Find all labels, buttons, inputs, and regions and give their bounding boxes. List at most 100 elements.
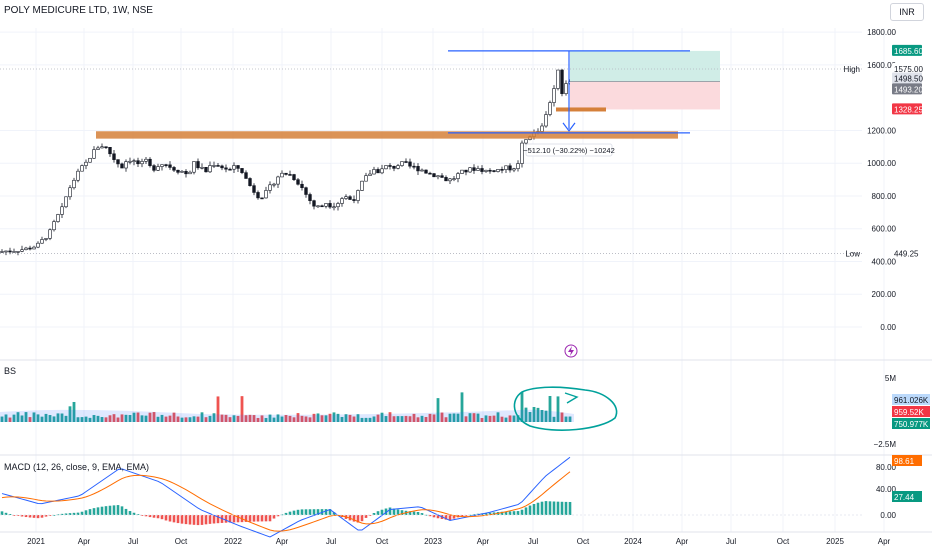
volume-bar	[444, 417, 448, 422]
volume-bar	[440, 412, 444, 422]
macd-histogram-bar	[312, 509, 316, 515]
volume-bar	[128, 415, 132, 422]
candle-body	[0, 251, 4, 253]
macd-histogram-bar	[536, 502, 540, 515]
macd-histogram-bar	[420, 513, 424, 515]
macd-histogram-bar	[252, 515, 256, 522]
candle-body	[108, 147, 112, 155]
volume-bar	[512, 415, 516, 422]
volume-bar	[172, 412, 176, 422]
macd-histogram-bar	[528, 505, 532, 515]
candle-body	[140, 161, 144, 165]
candle-body	[224, 167, 228, 170]
macd-histogram-bar	[436, 515, 440, 519]
volume-bar	[92, 415, 96, 422]
macd-histogram-bar	[284, 512, 288, 515]
candle-body	[460, 169, 464, 174]
candle-body	[336, 203, 340, 208]
macd-histogram-bar	[160, 515, 164, 520]
candle-body	[192, 161, 196, 173]
candle-body	[552, 88, 556, 103]
candle-body	[316, 205, 320, 208]
candle-body	[268, 184, 272, 191]
macd-histogram-bar	[540, 501, 544, 515]
symbol-title: POLY MEDICURE LTD, 1W, NSE	[4, 5, 153, 16]
candle-body	[200, 167, 204, 169]
price-badge-bg	[892, 103, 922, 115]
volume-bar	[224, 414, 228, 422]
candle-body	[332, 206, 336, 209]
volume-bar	[48, 415, 52, 422]
macd-histogram-bar	[396, 509, 400, 515]
volume-bar	[284, 415, 288, 422]
volume-bar	[56, 413, 60, 422]
volume-bar	[44, 413, 48, 422]
volume-bar	[524, 407, 528, 422]
volume-bar	[180, 417, 184, 422]
volume-bar	[28, 417, 32, 422]
candle-body	[48, 229, 52, 239]
macd-histogram-bar	[132, 512, 136, 515]
candle-body	[328, 203, 332, 208]
volume-bar	[232, 415, 236, 422]
price-axis-tick: 800.00	[872, 192, 897, 201]
price-badge: 449.25	[894, 249, 919, 258]
macd-histogram-bar	[88, 509, 92, 515]
candle-body	[444, 177, 448, 182]
candle-body	[196, 161, 200, 169]
volume-axis-tick: 5M	[885, 374, 896, 383]
volume-bar	[80, 417, 84, 422]
volume-bar	[240, 396, 244, 422]
macd-histogram-bar	[80, 511, 84, 515]
macd-histogram-bar	[560, 501, 564, 515]
volume-badge-bg	[892, 406, 930, 417]
volume-bar	[540, 410, 544, 422]
macd-histogram-bar	[432, 515, 436, 518]
volume-bar	[380, 412, 384, 422]
candle-body	[372, 169, 376, 175]
macd-histogram-bar	[444, 515, 448, 520]
candle-body	[304, 187, 308, 195]
volume-bar	[68, 406, 72, 422]
macd-histogram-bar	[0, 511, 4, 515]
volume-bar	[288, 415, 292, 422]
measure-label: −512.10 (−30.22%) −10242	[523, 146, 615, 155]
candle-body	[232, 165, 236, 170]
currency-button[interactable]: INR	[890, 3, 924, 21]
candle-body	[424, 169, 428, 174]
macd-histogram-bar	[24, 515, 28, 518]
macd-histogram-bar	[488, 512, 492, 515]
volume-badge: 750.977K	[894, 420, 929, 429]
macd-histogram-bar	[64, 513, 68, 515]
candle-body	[540, 125, 544, 132]
candle-body	[368, 173, 372, 176]
volume-bar	[560, 412, 564, 422]
volume-bar	[176, 416, 180, 422]
macd-histogram-bar	[512, 511, 516, 515]
volume-bar	[488, 415, 492, 422]
candle-body	[356, 190, 360, 201]
macd-histogram-bar	[204, 515, 208, 525]
volume-bar	[336, 413, 340, 422]
macd-histogram-bar	[532, 504, 536, 515]
candle-body	[432, 173, 436, 178]
macd-histogram-bar	[48, 515, 52, 516]
macd-histogram-bar	[300, 509, 304, 515]
macd-histogram-bar	[288, 511, 292, 515]
position-stop-zone	[570, 81, 720, 110]
macd-histogram-bar	[504, 511, 508, 515]
price-badge: 1498.50	[894, 75, 923, 84]
macd-histogram-bar	[128, 511, 132, 515]
candle-body	[360, 180, 364, 191]
volume-bar	[352, 416, 356, 422]
candle-body	[80, 165, 84, 172]
candle-body	[72, 179, 76, 189]
macd-histogram-bar	[568, 501, 572, 515]
candle-body	[496, 169, 500, 172]
macd-histogram-bar	[144, 515, 148, 517]
macd-histogram-bar	[244, 515, 248, 522]
candle-body	[524, 139, 528, 144]
macd-histogram-bar	[60, 513, 64, 515]
macd-histogram-bar	[460, 515, 464, 517]
